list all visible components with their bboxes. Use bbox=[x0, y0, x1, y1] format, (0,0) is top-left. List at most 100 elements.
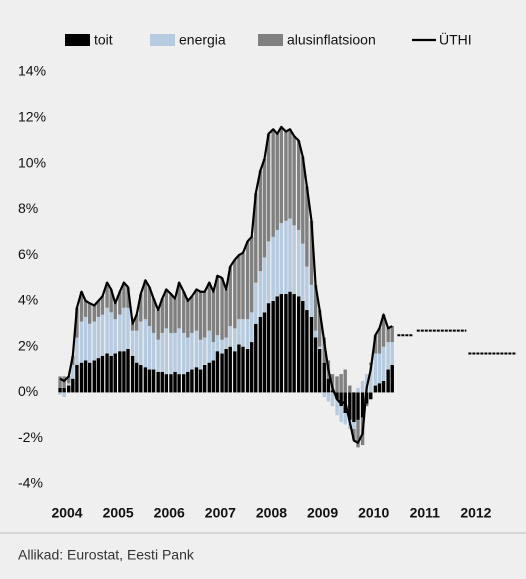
bar bbox=[339, 406, 343, 423]
bar bbox=[182, 332, 186, 375]
bar bbox=[215, 275, 220, 336]
bar bbox=[207, 362, 211, 393]
bar bbox=[275, 229, 279, 297]
bar bbox=[258, 271, 263, 317]
bar bbox=[113, 353, 117, 393]
bar bbox=[156, 371, 160, 393]
x-tick-label: 2012 bbox=[460, 505, 491, 521]
y-tick-label: 2% bbox=[18, 337, 38, 353]
bar bbox=[335, 392, 339, 400]
bar bbox=[190, 296, 194, 333]
bar bbox=[373, 353, 378, 386]
bar bbox=[322, 337, 326, 363]
bar bbox=[58, 392, 62, 395]
bar bbox=[381, 314, 386, 347]
bar bbox=[233, 259, 237, 329]
bar bbox=[211, 360, 216, 393]
legend-swatch bbox=[65, 34, 90, 46]
bar bbox=[271, 300, 275, 393]
y-tick-label: 4% bbox=[18, 292, 38, 308]
bar bbox=[143, 280, 148, 320]
bar bbox=[254, 323, 258, 393]
bar bbox=[186, 337, 190, 372]
bar bbox=[309, 284, 314, 317]
bar bbox=[182, 374, 186, 393]
bar bbox=[169, 374, 173, 393]
bar bbox=[330, 374, 335, 391]
bar bbox=[118, 291, 122, 315]
bar bbox=[326, 392, 331, 402]
bar bbox=[288, 291, 292, 393]
bar bbox=[309, 220, 314, 285]
bar bbox=[343, 369, 347, 393]
bar bbox=[169, 294, 173, 333]
bar bbox=[364, 403, 369, 407]
bar bbox=[160, 332, 164, 372]
bar bbox=[198, 369, 203, 393]
bar bbox=[198, 339, 203, 370]
bar bbox=[96, 300, 101, 317]
bar bbox=[130, 355, 135, 393]
bar bbox=[135, 330, 139, 363]
bar bbox=[92, 360, 96, 393]
bar bbox=[109, 312, 113, 356]
bar bbox=[266, 241, 271, 304]
bar bbox=[96, 358, 101, 393]
bar bbox=[339, 392, 343, 407]
bar bbox=[177, 282, 181, 329]
bar bbox=[386, 328, 390, 343]
x-tick-label: 2004 bbox=[51, 505, 82, 521]
bar bbox=[67, 376, 71, 384]
bar bbox=[292, 294, 296, 393]
legend-label: alusinflatsioon bbox=[287, 32, 376, 48]
bar bbox=[194, 367, 199, 393]
bar bbox=[305, 186, 309, 267]
bar bbox=[211, 291, 216, 343]
bar bbox=[381, 346, 386, 381]
bar bbox=[92, 305, 96, 322]
bar bbox=[118, 314, 122, 352]
bar bbox=[258, 170, 263, 272]
bar bbox=[190, 332, 194, 370]
bar bbox=[151, 332, 156, 370]
bar bbox=[177, 328, 181, 375]
bar bbox=[79, 321, 84, 363]
bar bbox=[207, 330, 211, 363]
bar bbox=[135, 362, 139, 393]
y-tick-label: 14% bbox=[18, 63, 46, 79]
legend-label: energia bbox=[179, 32, 226, 48]
bar bbox=[335, 376, 339, 393]
bar bbox=[249, 342, 254, 393]
bar bbox=[301, 300, 305, 393]
bar bbox=[373, 385, 378, 393]
bar bbox=[122, 282, 126, 308]
bar bbox=[330, 392, 335, 407]
bar bbox=[381, 380, 386, 393]
bar bbox=[224, 337, 228, 349]
x-tick-label: 2010 bbox=[358, 505, 389, 521]
bar bbox=[220, 339, 224, 354]
legend-swatch bbox=[150, 34, 175, 46]
bar bbox=[126, 307, 130, 349]
bar bbox=[113, 319, 117, 354]
x-tick-label: 2011 bbox=[410, 505, 441, 521]
bar bbox=[390, 326, 394, 343]
bar bbox=[237, 319, 241, 345]
bar bbox=[228, 266, 232, 327]
bar bbox=[139, 294, 143, 322]
bar bbox=[390, 342, 394, 365]
bar bbox=[266, 133, 271, 242]
bar bbox=[241, 252, 245, 320]
x-tick-label: 2006 bbox=[154, 505, 185, 521]
bar bbox=[284, 131, 288, 221]
y-tick-label: 8% bbox=[18, 200, 38, 216]
bar bbox=[92, 321, 96, 361]
bar bbox=[96, 316, 101, 359]
bar bbox=[186, 371, 190, 393]
bar bbox=[202, 337, 207, 365]
bar bbox=[360, 380, 365, 393]
bar bbox=[292, 136, 296, 226]
bar bbox=[386, 342, 390, 370]
bar bbox=[67, 383, 71, 386]
bar bbox=[377, 383, 382, 393]
